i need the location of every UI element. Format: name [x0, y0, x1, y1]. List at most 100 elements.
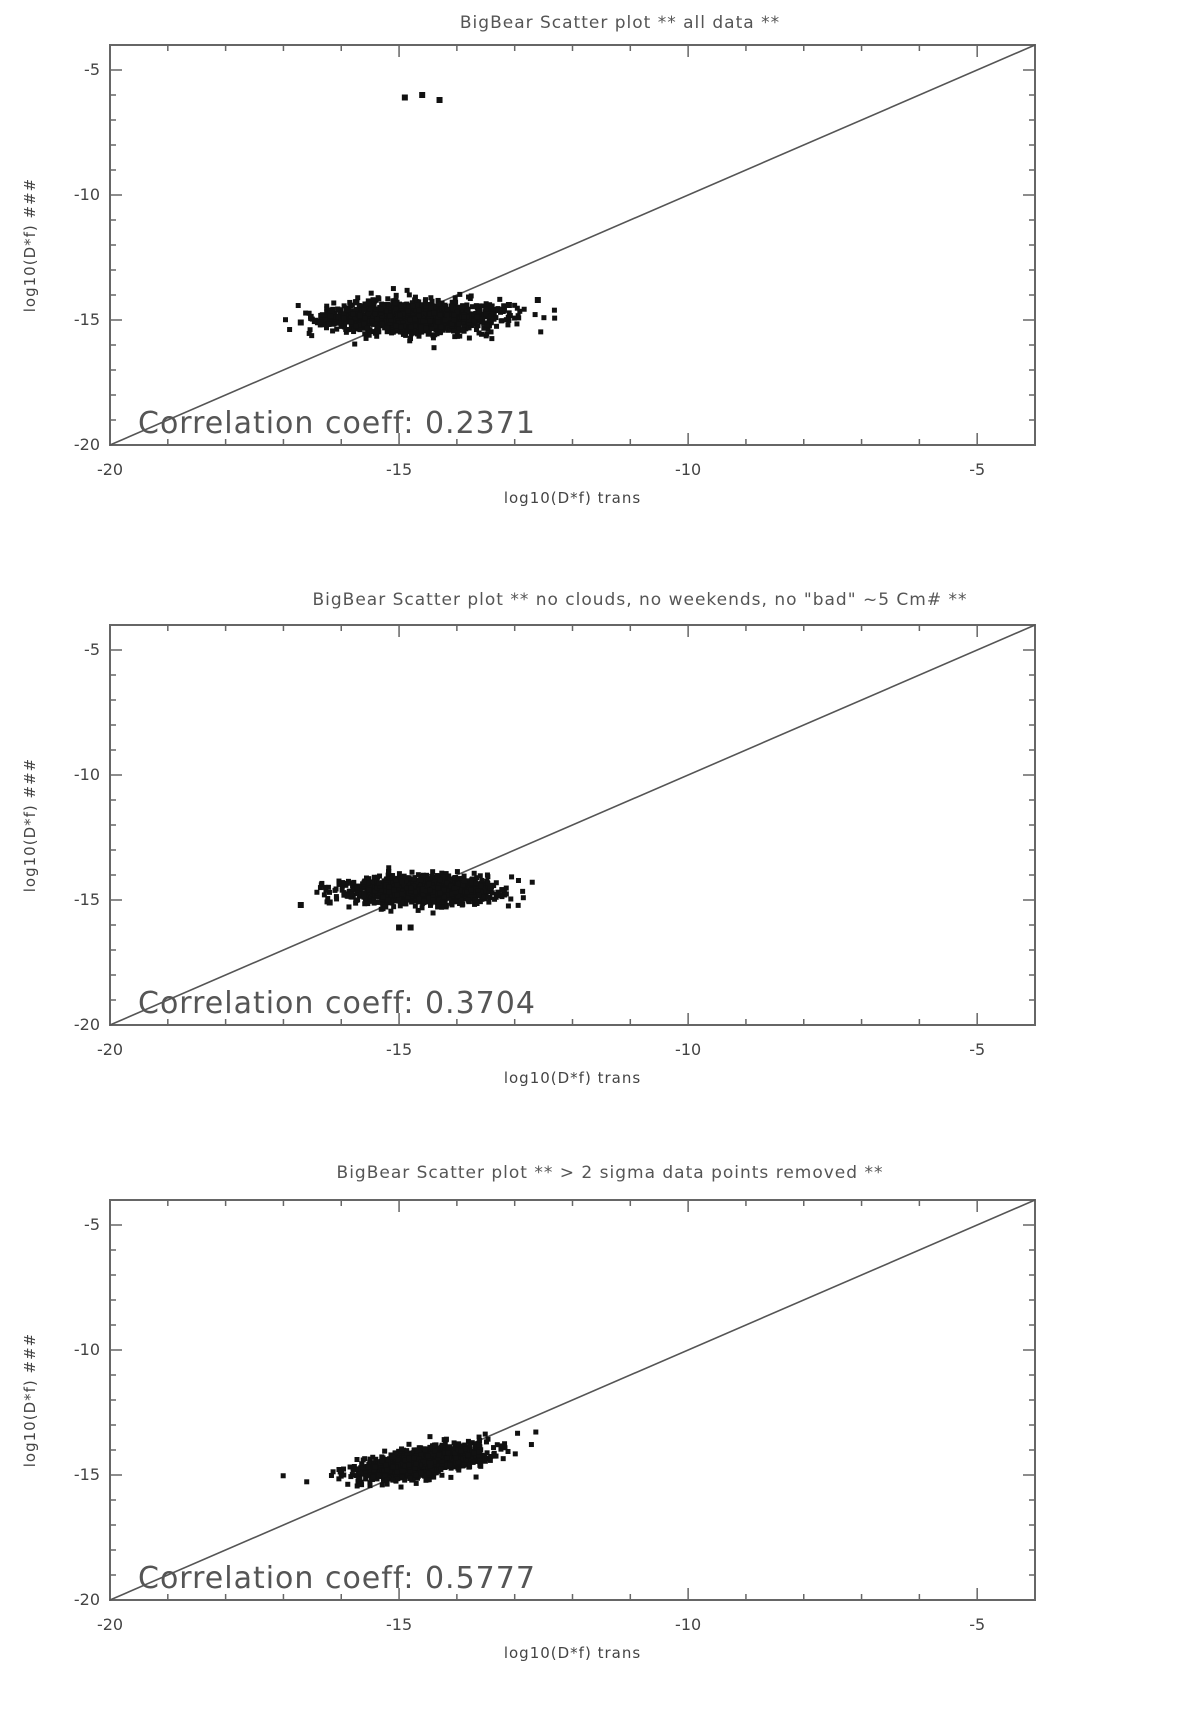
scatter-point [393, 305, 399, 311]
scatter-point [314, 889, 320, 895]
scatter-point [418, 877, 424, 883]
scatter-point [456, 1441, 462, 1447]
x-axis-label: log10(D*f) trans [504, 1069, 641, 1087]
scatter-point [412, 1465, 418, 1471]
scatter-point [366, 332, 372, 338]
scatter-point [432, 332, 438, 338]
scatter-point [423, 888, 429, 894]
scatter-point [372, 311, 378, 317]
scatter-point [489, 336, 495, 342]
scatter-point [400, 313, 406, 319]
scatter-point [341, 890, 347, 896]
scatter-point [484, 894, 490, 900]
y-tick-label: -20 [74, 1590, 100, 1609]
scatter-point [412, 903, 418, 909]
scatter-point [384, 1481, 390, 1487]
scatter-point [355, 295, 361, 301]
scatter-point [391, 904, 397, 910]
x-axis-label: log10(D*f) trans [504, 489, 641, 507]
scatter-point [389, 892, 395, 898]
scatter-point [369, 880, 375, 886]
scatter-point [382, 1448, 388, 1454]
scatter-point [376, 880, 382, 886]
scatter-point [404, 287, 410, 293]
scatter-point [454, 869, 460, 875]
scatter-point [386, 869, 392, 875]
scatter-point [512, 1451, 518, 1457]
y-tick-label: -20 [74, 435, 100, 454]
scatter-point [494, 1442, 500, 1448]
scatter-point [385, 1459, 391, 1465]
scatter-point [417, 1462, 423, 1468]
scatter-point [487, 302, 493, 308]
scatter-point [378, 306, 384, 312]
scatter-point [473, 1474, 479, 1480]
scatter-point [362, 331, 368, 337]
scatter-point [438, 329, 444, 335]
scatter-point [374, 899, 380, 905]
scatter-point [402, 1467, 408, 1473]
scatter-point [336, 878, 342, 884]
scatter-point [420, 883, 426, 889]
scatter-point [475, 323, 481, 329]
scatter-point [367, 1456, 373, 1462]
y-tick-label: -5 [84, 640, 100, 659]
scatter-point [426, 895, 432, 901]
scatter-point [388, 1474, 394, 1480]
scatter-point [343, 882, 349, 888]
scatter-point [341, 303, 347, 309]
scatter-point [486, 323, 492, 329]
scatter-point [425, 1453, 431, 1459]
scatter-point [365, 877, 371, 883]
scatter-point [322, 317, 328, 323]
scatter-point [461, 1462, 467, 1468]
x-tick-label: -15 [386, 1040, 412, 1059]
scatter-point [482, 1458, 488, 1464]
scatter-point [400, 888, 406, 894]
scatter-point [491, 310, 497, 316]
scatter-point [492, 1453, 498, 1459]
scatter-point [435, 1455, 441, 1461]
scatter-point [397, 903, 403, 909]
scatter-point [480, 303, 486, 309]
scatter-point [387, 875, 393, 881]
scatter-point [393, 292, 399, 298]
scatter-point [414, 302, 420, 308]
scatter-point [460, 308, 466, 314]
scatter-point [420, 315, 426, 321]
scatter-point [378, 887, 384, 893]
scatter-point [421, 311, 427, 317]
scatter-point [438, 1466, 444, 1472]
scatter-point [501, 888, 507, 894]
scatter-point-outlier [534, 297, 541, 303]
scatter-point [465, 897, 471, 903]
scatter-point [465, 1452, 471, 1458]
scatter-point [332, 310, 338, 316]
correlation-annotation: Correlation coeff: 0.5777 [138, 1561, 536, 1596]
scatter-point [383, 1462, 389, 1468]
scatter-point [334, 326, 340, 332]
scatter-point [517, 308, 523, 314]
scatter-point [354, 1483, 360, 1489]
scatter-point [351, 1463, 357, 1469]
scatter-point [462, 878, 468, 884]
x-tick-label: -20 [97, 1615, 123, 1634]
scatter-point [423, 306, 429, 312]
scatter-point [471, 318, 477, 324]
scatter-point [413, 1472, 419, 1478]
scatter-point [505, 903, 511, 909]
x-tick-label: -20 [97, 460, 123, 479]
scatter-point [459, 902, 465, 908]
scatter-point [407, 317, 413, 323]
scatter-point [491, 1445, 497, 1451]
scatter-point [492, 896, 498, 902]
scatter-point [397, 329, 403, 335]
scatter-point [416, 313, 422, 319]
scatter-point-outlier [401, 94, 408, 101]
scatter-point [427, 902, 433, 908]
scatter-point [393, 878, 399, 884]
scatter-point [354, 891, 360, 897]
scatter-point [408, 331, 414, 337]
scatter-point [464, 302, 470, 308]
scatter-point [374, 1469, 380, 1475]
